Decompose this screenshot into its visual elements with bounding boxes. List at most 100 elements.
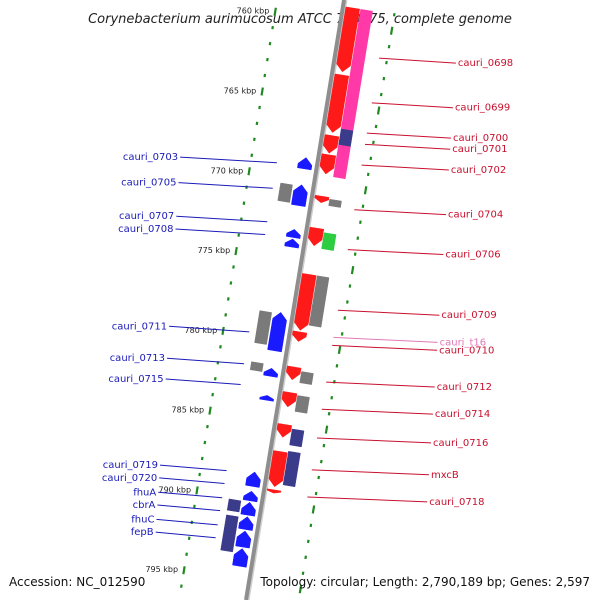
minor-tick [224,313,228,317]
gene-arrow [259,395,274,402]
minor-tick [382,76,386,81]
gene-label: cauri_0714 [435,409,490,420]
scale-label: 780 kbp [185,326,218,335]
gene-arrow [232,548,249,568]
leader-line [155,531,216,539]
leader-line [361,164,449,171]
gene-label: cauri_0704 [448,210,503,221]
leader-line [169,325,250,333]
leader-line [311,469,429,476]
topology-summary: Topology: circular; Length: 2,790,189 bp… [259,575,590,589]
minor-tick [226,297,230,301]
leader-line [166,357,245,365]
minor-tick [385,60,388,65]
leader-line [354,209,446,216]
gene-arrow [245,471,261,488]
leader-line [317,437,432,444]
minor-tick [237,233,241,237]
gene-label: cauri_0700 [453,133,508,144]
gene-label: cauri_0707 [119,211,174,222]
gene-labels: cauri_0698 cauri_0699 cauri_0700cauri_0701… [102,57,513,539]
leader-line [371,102,453,109]
major-tick [234,246,238,256]
gene-arrow [286,365,302,381]
gene-arrow [267,312,287,353]
gene-label: cauri_0705 [121,178,176,189]
leader-line [366,132,451,139]
minor-tick [343,316,347,320]
minor-tick [263,73,267,78]
minor-tick [198,472,201,477]
scale-ticks: 760 kbp 765 kbp 770 kbp 775 kbp 780 kbp 785 k… [145,7,396,594]
gene-label: cauri_t16 [440,337,487,348]
minor-tick [392,13,396,17]
gene-block [249,361,264,372]
minor-tick [340,332,344,336]
gene-block [333,144,351,180]
gene-label: cauri_0710 [439,345,494,356]
major-tick [221,326,225,335]
gene-label: cauri_0711 [112,321,167,332]
scale-label: 760 kbp [237,7,270,16]
minor-tick [242,201,246,205]
gene-block [282,451,301,488]
gene-arrow [307,226,325,247]
leader-line [180,156,277,164]
minor-tick [200,456,204,461]
gene-label: cauri_0713 [110,353,165,364]
minor-tick [185,552,188,557]
gene-arrow [326,73,350,133]
minor-tick [219,345,222,349]
major-tick [298,585,303,594]
minor-tick [187,536,191,541]
minor-tick [266,57,269,62]
minor-tick [255,121,259,126]
minor-tick [250,153,254,158]
gene-label: cauri_0699 [455,103,510,114]
leader-line [159,477,225,484]
leader-line [157,504,221,512]
gene-arrow [263,368,279,378]
leader-line [379,57,456,64]
gene-features [220,6,373,568]
major-tick [182,566,186,575]
minor-tick [369,156,373,161]
gene-arrow [281,391,298,408]
gene-block [254,310,272,345]
minor-tick [366,172,370,177]
leader-line [326,381,435,388]
leader-line [176,215,268,223]
minor-tick [387,44,391,49]
gene-label: cauri_0702 [451,165,506,176]
major-tick [273,7,277,16]
gene-arrow [238,516,254,531]
major-tick [324,425,329,434]
genome-backbone [244,0,348,600]
leader-line [156,518,218,526]
gene-label: cauri_0706 [445,250,500,261]
gene-label: mxcB [431,470,459,481]
major-tick [311,505,316,514]
gene-label: cauri_0698 [458,58,513,69]
gene-label: cauri_0708 [118,224,173,235]
minor-tick [372,140,375,145]
gene-label: cauri_0718 [429,497,484,508]
gene-label: fhuC [131,514,154,525]
scale-label: 775 kbp [198,246,231,255]
minor-tick [330,395,334,400]
gene-block [308,275,330,328]
gene-label: cauri_0701 [452,144,507,155]
minor-tick [258,105,261,110]
major-tick [376,106,381,115]
minor-tick [314,491,318,496]
minor-tick [306,539,310,544]
gene-label: fepB [131,527,154,538]
gene-label: cauri_0720 [102,473,157,484]
minor-tick [359,220,362,224]
minor-tick [193,504,196,509]
gene-block [226,498,242,513]
gene-arrow [294,273,317,331]
minor-tick [353,252,357,256]
leader-line [307,496,428,503]
